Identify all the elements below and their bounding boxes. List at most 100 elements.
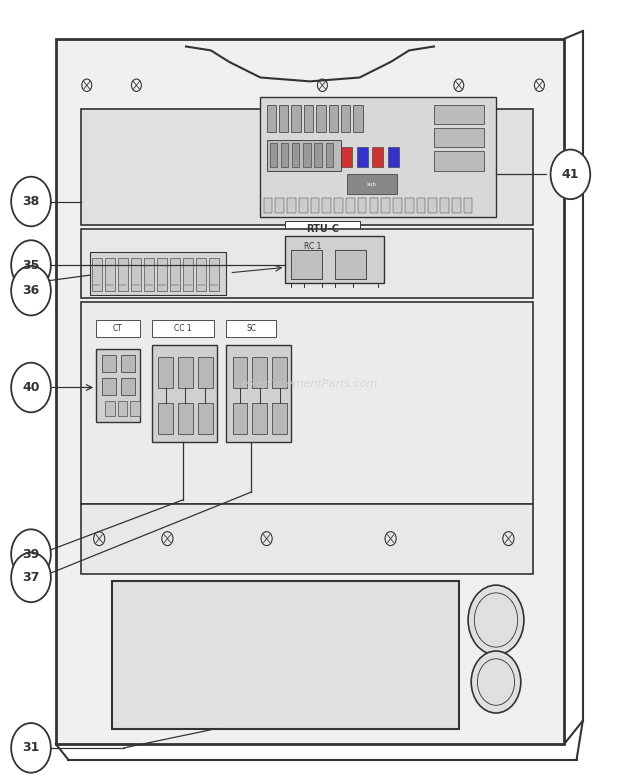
FancyBboxPatch shape xyxy=(81,302,533,504)
Text: 39: 39 xyxy=(22,548,40,560)
FancyBboxPatch shape xyxy=(56,39,564,744)
FancyBboxPatch shape xyxy=(322,198,331,213)
FancyBboxPatch shape xyxy=(272,356,287,388)
FancyBboxPatch shape xyxy=(144,258,154,291)
FancyBboxPatch shape xyxy=(303,143,311,167)
FancyBboxPatch shape xyxy=(316,105,326,132)
FancyBboxPatch shape xyxy=(178,356,193,388)
FancyBboxPatch shape xyxy=(198,356,213,388)
FancyBboxPatch shape xyxy=(334,198,343,213)
FancyBboxPatch shape xyxy=(279,105,288,132)
FancyBboxPatch shape xyxy=(112,581,459,728)
FancyBboxPatch shape xyxy=(272,403,287,434)
Text: RC 1: RC 1 xyxy=(304,242,321,251)
Circle shape xyxy=(11,266,51,315)
FancyBboxPatch shape xyxy=(152,345,217,442)
FancyBboxPatch shape xyxy=(329,105,338,132)
FancyBboxPatch shape xyxy=(232,356,247,388)
Circle shape xyxy=(11,177,51,226)
FancyBboxPatch shape xyxy=(118,401,127,416)
Text: CT: CT xyxy=(113,324,123,333)
Circle shape xyxy=(11,529,51,579)
FancyBboxPatch shape xyxy=(121,378,135,395)
FancyBboxPatch shape xyxy=(311,198,319,213)
FancyBboxPatch shape xyxy=(105,258,115,291)
FancyBboxPatch shape xyxy=(81,109,533,225)
Text: 37: 37 xyxy=(22,571,40,584)
Text: eReplacementParts.com: eReplacementParts.com xyxy=(242,379,378,388)
Text: 35: 35 xyxy=(22,259,40,271)
FancyBboxPatch shape xyxy=(157,258,167,291)
Circle shape xyxy=(471,651,521,713)
FancyBboxPatch shape xyxy=(353,105,363,132)
Text: 36: 36 xyxy=(22,284,40,297)
FancyBboxPatch shape xyxy=(326,143,333,167)
FancyBboxPatch shape xyxy=(417,198,425,213)
FancyBboxPatch shape xyxy=(452,198,461,213)
FancyBboxPatch shape xyxy=(178,403,193,434)
Text: sub: sub xyxy=(367,182,377,187)
FancyBboxPatch shape xyxy=(291,250,322,279)
FancyBboxPatch shape xyxy=(428,198,437,213)
FancyBboxPatch shape xyxy=(291,105,301,132)
FancyBboxPatch shape xyxy=(440,198,449,213)
FancyBboxPatch shape xyxy=(314,143,322,167)
FancyBboxPatch shape xyxy=(198,403,213,434)
FancyBboxPatch shape xyxy=(90,252,226,294)
FancyBboxPatch shape xyxy=(102,355,116,372)
FancyBboxPatch shape xyxy=(264,198,272,213)
FancyBboxPatch shape xyxy=(388,147,399,167)
Text: 38: 38 xyxy=(22,195,40,208)
FancyBboxPatch shape xyxy=(170,258,180,291)
Circle shape xyxy=(11,363,51,412)
FancyBboxPatch shape xyxy=(81,504,533,574)
FancyBboxPatch shape xyxy=(121,355,135,372)
FancyBboxPatch shape xyxy=(158,403,173,434)
FancyBboxPatch shape xyxy=(287,198,296,213)
Circle shape xyxy=(11,240,51,290)
FancyBboxPatch shape xyxy=(381,198,390,213)
FancyBboxPatch shape xyxy=(347,174,397,194)
FancyBboxPatch shape xyxy=(96,320,140,337)
FancyBboxPatch shape xyxy=(267,105,276,132)
FancyBboxPatch shape xyxy=(92,258,102,291)
Text: RTU-C: RTU-C xyxy=(306,224,339,233)
FancyBboxPatch shape xyxy=(267,140,341,170)
FancyBboxPatch shape xyxy=(102,378,116,395)
Text: 31: 31 xyxy=(22,742,40,754)
FancyBboxPatch shape xyxy=(335,250,366,279)
FancyBboxPatch shape xyxy=(105,401,115,416)
FancyBboxPatch shape xyxy=(405,198,414,213)
Text: CC 1: CC 1 xyxy=(174,324,192,333)
FancyBboxPatch shape xyxy=(281,143,288,167)
FancyBboxPatch shape xyxy=(304,105,313,132)
Text: 41: 41 xyxy=(562,168,579,181)
FancyBboxPatch shape xyxy=(299,198,308,213)
FancyBboxPatch shape xyxy=(285,221,360,236)
FancyBboxPatch shape xyxy=(130,401,140,416)
Circle shape xyxy=(551,150,590,199)
FancyBboxPatch shape xyxy=(252,356,267,388)
FancyBboxPatch shape xyxy=(292,143,299,167)
FancyBboxPatch shape xyxy=(285,236,384,283)
Circle shape xyxy=(11,723,51,773)
Circle shape xyxy=(11,553,51,602)
FancyBboxPatch shape xyxy=(81,229,533,298)
FancyBboxPatch shape xyxy=(260,97,496,217)
FancyBboxPatch shape xyxy=(358,198,366,213)
FancyBboxPatch shape xyxy=(131,258,141,291)
FancyBboxPatch shape xyxy=(226,320,276,337)
FancyBboxPatch shape xyxy=(393,198,402,213)
FancyBboxPatch shape xyxy=(183,258,193,291)
FancyBboxPatch shape xyxy=(96,349,140,422)
FancyBboxPatch shape xyxy=(434,128,484,147)
FancyBboxPatch shape xyxy=(270,143,277,167)
FancyBboxPatch shape xyxy=(341,105,350,132)
FancyBboxPatch shape xyxy=(356,147,368,167)
Circle shape xyxy=(468,585,524,655)
FancyBboxPatch shape xyxy=(464,198,472,213)
FancyBboxPatch shape xyxy=(372,147,383,167)
Text: 40: 40 xyxy=(22,381,40,394)
FancyBboxPatch shape xyxy=(346,198,355,213)
FancyBboxPatch shape xyxy=(158,356,173,388)
